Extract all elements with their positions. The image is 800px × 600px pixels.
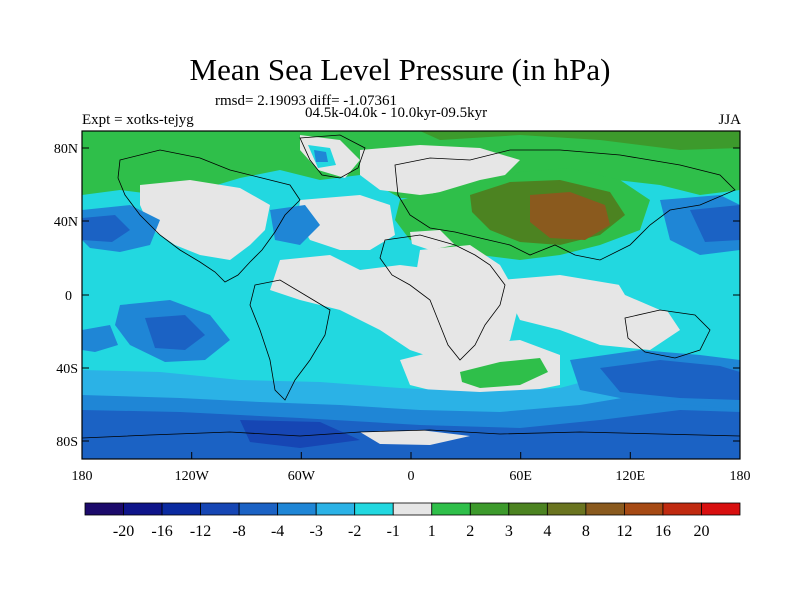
lon-label-120e: 120E	[616, 469, 646, 484]
colorbar-swatch	[277, 502, 317, 516]
north-atlantic-blue	[270, 205, 320, 245]
africa-outline	[379, 234, 506, 361]
greenland-blue	[314, 150, 328, 162]
lat-label-40n: 40N	[54, 215, 78, 230]
colorbar-labels: -20 -16 -12 -8 -4 -3 -2 -1 1 2 3 4 8 12 16 20	[113, 523, 710, 540]
experiment-label: Expt = xotks-tejyg	[82, 112, 194, 128]
antarctic-coast-neutral	[360, 430, 470, 445]
colorbar-label: -12	[190, 523, 211, 540]
colorbar	[84, 502, 741, 516]
australia-outline	[624, 309, 711, 359]
colorbar-label: -16	[151, 523, 172, 540]
page-title: Mean Sea Level Pressure (in hPa)	[189, 52, 611, 87]
coastlines	[82, 134, 740, 439]
antarctica-outline	[82, 429, 740, 439]
lat-label-40s: 40S	[56, 362, 78, 377]
colorbar-label: -20	[113, 523, 134, 540]
colorbar-label: -8	[232, 523, 245, 540]
period-line: 04.5k-04.0k - 10.0kyr-09.5kyr	[305, 105, 488, 121]
colorbar-swatch	[431, 502, 471, 516]
asia-brown	[530, 192, 610, 240]
lon-label-120w: 120W	[175, 469, 210, 484]
colorbar-label: 3	[505, 523, 513, 540]
colorbar-swatch	[84, 502, 124, 516]
north-atlantic-neutral	[298, 195, 395, 250]
colorbar-swatch	[354, 502, 394, 516]
colorbar-swatch	[469, 502, 510, 516]
lat-label-80n: 80N	[54, 142, 78, 157]
stats-line: rmsd= 2.19093 diff= -1.07361	[215, 93, 398, 109]
colorbar-label: 8	[582, 523, 590, 540]
maritime-continent-cyan	[610, 265, 720, 315]
pressure-field	[82, 131, 740, 459]
lon-label-60w: 60W	[288, 469, 316, 484]
colorbar-label: 4	[543, 523, 551, 540]
southern-ocean-darkblue	[240, 420, 360, 448]
lon-label-180e: 180	[730, 469, 751, 484]
greenland-outline	[299, 134, 366, 179]
colorbar-label: 16	[655, 523, 671, 540]
arctic-darkgreen	[420, 131, 740, 150]
colorbar-swatch	[161, 502, 201, 516]
lon-label-180w: 180	[72, 469, 93, 484]
north-america-outline	[117, 149, 301, 283]
lat-label-80s: 80S	[56, 435, 78, 450]
north-america-neutral	[140, 180, 270, 260]
colorbar-label: -2	[348, 523, 361, 540]
colorbar-label: -1	[387, 523, 400, 540]
colorbar-label: 2	[466, 523, 474, 540]
eurasia-outline	[394, 149, 736, 261]
colorbar-swatch	[508, 502, 548, 516]
colorbar-swatch	[392, 502, 433, 516]
colorbar-swatch	[238, 502, 279, 516]
colorbar-swatch	[123, 502, 163, 516]
north-pacific-midblue	[82, 215, 130, 242]
colorbar-swatch	[624, 502, 664, 516]
south-atlantic-green	[460, 358, 548, 388]
colorbar-swatch	[701, 502, 741, 516]
southern-indian-midblue	[600, 360, 740, 400]
colorbar-label: 12	[616, 523, 632, 540]
map-ticks	[82, 147, 740, 459]
colorbar-swatch	[200, 502, 240, 516]
colorbar-swatch	[546, 502, 587, 516]
lat-label-0: 0	[65, 289, 72, 304]
lon-label-60e: 60E	[509, 469, 532, 484]
colorbar-swatch	[662, 502, 702, 516]
west-pacific-midblue	[690, 205, 740, 242]
colorbar-swatch	[315, 502, 356, 516]
colorbar-label: -3	[310, 523, 323, 540]
lon-label-0: 0	[408, 469, 415, 484]
colorbar-label: 20	[693, 523, 709, 540]
africa-neutral	[415, 245, 520, 370]
season-label: JJA	[718, 112, 741, 128]
central-pacific-blue	[82, 325, 118, 352]
colorbar-label: -4	[271, 523, 284, 540]
south-america-outline	[249, 279, 331, 401]
colorbar-label: 1	[428, 523, 436, 540]
colorbar-swatch	[585, 502, 625, 516]
south-pacific-midblue	[145, 315, 205, 350]
